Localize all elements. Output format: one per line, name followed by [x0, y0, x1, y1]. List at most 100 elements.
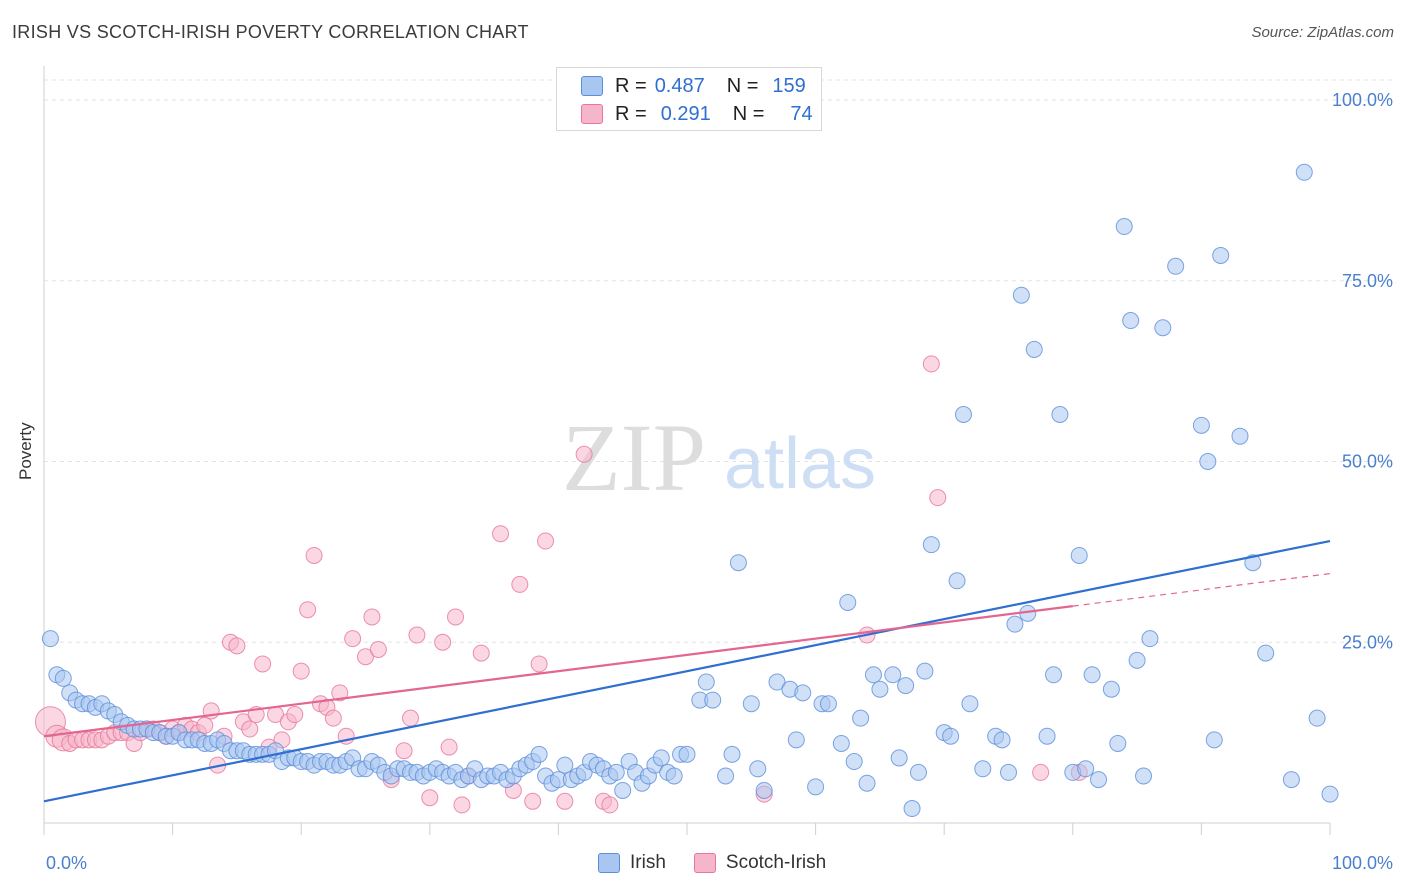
irish-point	[1115, 218, 1133, 236]
scotch-irish-point	[575, 445, 593, 463]
scotch-irish-point	[292, 662, 310, 680]
irish-point	[871, 680, 889, 698]
irish-point	[954, 406, 972, 424]
irish-point	[749, 760, 767, 778]
irish-point	[530, 745, 548, 763]
scotch-irish-point	[241, 720, 259, 738]
irish-point	[852, 709, 870, 727]
irish-point	[1231, 427, 1249, 445]
irish-point	[614, 781, 632, 799]
scotch-irish-point	[395, 742, 413, 760]
irish-swatch	[581, 76, 603, 96]
scotch-irish-point	[434, 633, 452, 651]
scotch-irish-point	[254, 655, 272, 673]
scotch-irish-point	[530, 655, 548, 673]
scotch-irish-point	[357, 648, 374, 666]
irish-point	[890, 749, 908, 767]
irish-point	[1045, 666, 1063, 684]
irish-point	[1025, 340, 1043, 358]
scotch-irish-point	[537, 532, 555, 550]
scotch-irish-point	[929, 489, 947, 507]
scotch-irish-point	[369, 640, 387, 658]
irish-point	[742, 695, 760, 713]
irish-point	[755, 781, 773, 799]
irish-point	[1135, 767, 1153, 785]
x-tick-label: 0.0%	[46, 853, 87, 873]
scotch-irish-point	[286, 706, 304, 724]
irish-trend-line	[43, 539, 1331, 803]
irish-point	[1205, 731, 1223, 749]
scotch-irish-point	[440, 738, 458, 756]
n-label: N =	[726, 74, 759, 97]
irish-point	[897, 677, 915, 695]
irish-point	[1199, 453, 1217, 470]
axes	[43, 66, 1331, 835]
r-value: 0.487	[654, 74, 705, 97]
scotch-irish-point	[402, 709, 420, 727]
irish-point	[1154, 319, 1172, 337]
irish-point	[1083, 666, 1101, 684]
irish-point	[858, 774, 876, 792]
source-label: Source: ZipAtlas.com	[1251, 24, 1394, 41]
watermark-atlas: atlas	[724, 424, 876, 504]
irish-point	[652, 749, 670, 767]
irish-point	[974, 760, 992, 778]
scotch-irish-point	[344, 630, 362, 648]
series-legend: Irish Scotch-Irish	[598, 852, 854, 874]
irish-point	[903, 800, 921, 818]
trend-lines	[43, 539, 1331, 803]
scotch-irish-point	[196, 716, 214, 734]
irish-point	[1192, 416, 1210, 434]
scotch-irish-point	[447, 608, 465, 626]
irish-point	[665, 767, 683, 785]
scotch-irish-point	[922, 355, 940, 373]
irish-point	[942, 727, 960, 745]
irish-point	[1070, 546, 1088, 564]
stats-legend: R = 0.487 N = 159 R = 0.291 N = 74	[556, 67, 822, 131]
y-tick-label: 75.0%	[1342, 271, 1393, 291]
irish-point	[41, 630, 59, 648]
scotch-irish-point	[299, 601, 317, 619]
scotch-irish-point	[472, 644, 490, 662]
irish-point	[1006, 615, 1024, 633]
gridlines	[44, 79, 1395, 643]
irish-point	[794, 684, 812, 702]
irish-point	[768, 673, 786, 691]
irish-point	[54, 669, 72, 687]
irish-point	[723, 745, 741, 763]
scotch-irish-point	[324, 709, 342, 727]
legend-label-irish: Irish	[630, 852, 666, 873]
irish-point	[845, 753, 863, 771]
irish-point	[807, 778, 825, 796]
irish-point	[819, 695, 837, 713]
irish-point	[1167, 257, 1185, 275]
legend-label-scotch-irish: Scotch-Irish	[725, 852, 827, 873]
scotch-irish-point	[601, 796, 619, 814]
legend-item-irish[interactable]: Irish	[598, 852, 666, 874]
irish-point	[678, 745, 696, 763]
y-tick-label: 50.0%	[1342, 452, 1393, 472]
n-value: 74	[790, 102, 813, 125]
irish-point	[1128, 651, 1146, 669]
legend-item-scotch-irish[interactable]: Scotch-Irish	[693, 852, 827, 874]
irish-point	[916, 662, 934, 680]
irish-point	[1102, 680, 1120, 698]
scotch-irish-point	[363, 608, 381, 626]
irish-point	[1321, 785, 1339, 803]
irish-point	[556, 756, 574, 774]
scotch-irish-point	[331, 684, 349, 702]
x-tick-label: 100.0%	[1332, 853, 1393, 873]
scotch-irish-trend-extension	[1072, 572, 1331, 607]
irish-point	[1077, 760, 1095, 778]
scotch-irish-point	[408, 626, 426, 644]
irish-point	[884, 666, 902, 684]
irish-point	[1012, 286, 1030, 304]
irish-point	[961, 695, 979, 713]
scotch-irish-point	[228, 637, 246, 655]
y-tick-label: 25.0%	[1342, 632, 1393, 652]
irish-point	[1038, 727, 1056, 745]
chart-title: IRISH VS SCOTCH-IRISH POVERTY CORRELATIO…	[12, 22, 529, 42]
scotch-irish-trend-line	[43, 605, 1073, 738]
irish-point	[993, 731, 1011, 749]
